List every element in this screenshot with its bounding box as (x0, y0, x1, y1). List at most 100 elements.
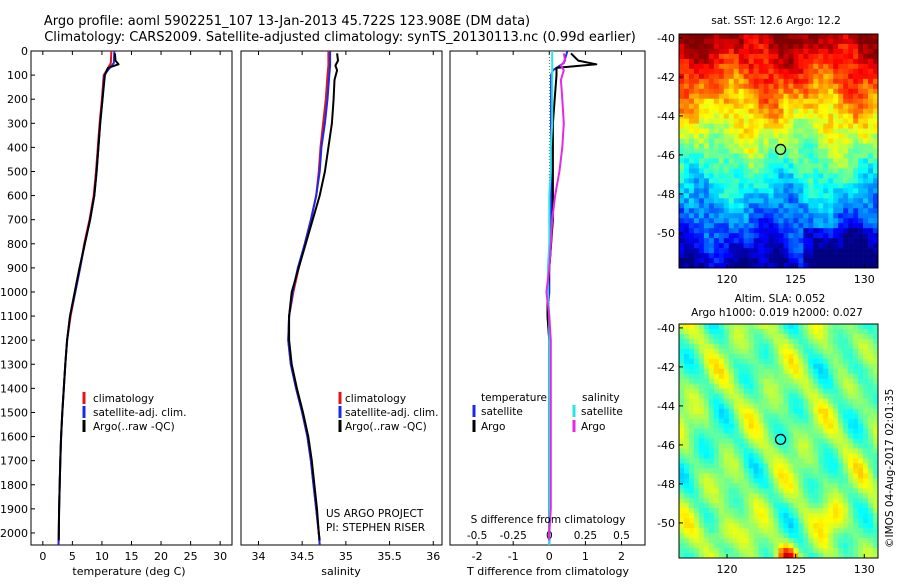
map-cell (728, 513, 735, 519)
map-cell (778, 368, 784, 375)
map-cell (858, 408, 864, 414)
map-cell (808, 153, 814, 159)
map-cell (708, 178, 715, 184)
map-cell (818, 533, 824, 539)
map-cell (698, 193, 705, 199)
map-cell (763, 188, 769, 194)
map-cell (773, 483, 779, 489)
map-cell (768, 478, 774, 484)
map-cell (788, 533, 794, 539)
map-cell (693, 368, 700, 375)
map-cell (803, 463, 809, 469)
map-cell (828, 133, 834, 139)
map-cell (853, 168, 859, 174)
map-cell (683, 448, 690, 454)
map-cell (858, 433, 864, 439)
map-cell (863, 78, 869, 85)
map-cell (768, 103, 774, 109)
map-cell (863, 73, 869, 80)
map-cell (873, 408, 879, 414)
map-cell (688, 378, 695, 385)
map-cell (868, 78, 874, 85)
map-cell (803, 368, 809, 375)
map-cell (768, 513, 774, 519)
map-cell (873, 68, 879, 75)
map-cell (738, 418, 744, 424)
map-cell (718, 423, 725, 429)
map-cell (768, 34, 774, 40)
map-cell (838, 128, 844, 134)
map-cell (858, 448, 864, 454)
map-cell (848, 418, 854, 424)
map-cell (758, 233, 764, 239)
map-cell (683, 168, 690, 174)
map-cell (688, 183, 695, 189)
map-cell (688, 383, 695, 390)
map-cell (868, 433, 874, 439)
map-cell (853, 173, 859, 179)
map-cell (848, 348, 854, 355)
map-cell (843, 403, 849, 409)
map-cell (848, 548, 854, 554)
map-cell (728, 88, 735, 95)
map-cell (763, 43, 769, 50)
map-cell (783, 513, 789, 519)
map-cell (778, 333, 784, 340)
map-cell (713, 398, 720, 404)
map-cell (738, 398, 744, 404)
map-cell (693, 508, 700, 514)
map-cell (703, 133, 710, 139)
map-cell (808, 128, 814, 134)
map-cell (838, 248, 844, 254)
map-cell (758, 413, 764, 419)
map-cell (773, 453, 779, 459)
map-cell (683, 223, 690, 229)
map-cell (688, 168, 695, 174)
map-cell (723, 93, 730, 100)
map-cell (763, 503, 769, 509)
map-cell (728, 93, 735, 100)
map-cell (848, 153, 854, 159)
map-cell (803, 388, 809, 394)
map-cell (818, 358, 824, 365)
map-cell (853, 448, 859, 454)
map-cell (868, 188, 874, 194)
map-cell (728, 503, 735, 509)
map-cell (853, 553, 859, 559)
map-cell (793, 48, 799, 55)
map-cell (868, 98, 874, 104)
map-cell (748, 83, 754, 90)
y-tick-label: 1100 (0, 310, 28, 323)
map-cell (848, 324, 854, 330)
map-cell (693, 363, 700, 370)
map-cell (868, 428, 874, 434)
map-cell (853, 503, 859, 509)
map-cell (873, 393, 879, 399)
map-cell (843, 418, 849, 424)
map-cell (748, 48, 754, 55)
map-cell (718, 53, 725, 60)
map-cell (843, 348, 849, 355)
map-cell (743, 108, 749, 114)
map-cell (748, 523, 754, 529)
map-cell (733, 103, 739, 109)
map-cell (803, 133, 809, 139)
map-cell (728, 468, 735, 474)
map-cell (838, 483, 844, 489)
map-cell (738, 413, 744, 419)
map-cell (863, 548, 869, 554)
map-cell (848, 258, 854, 264)
map-cell (813, 253, 819, 259)
map-cell (738, 373, 744, 380)
map-cell (698, 233, 705, 239)
map-cell (713, 203, 720, 209)
map-cell (828, 188, 834, 194)
map-cell (738, 173, 744, 179)
map-cell (818, 38, 824, 45)
map-cell (698, 483, 705, 489)
map-cell (683, 48, 690, 55)
map-cell (683, 58, 690, 65)
map-cell (863, 383, 869, 390)
map-cell (688, 58, 695, 65)
map-cell (798, 48, 804, 55)
